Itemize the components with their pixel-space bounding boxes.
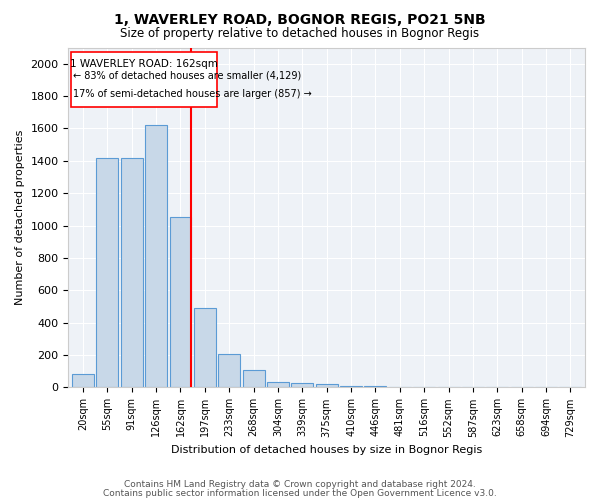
Y-axis label: Number of detached properties: Number of detached properties (15, 130, 25, 305)
Text: Contains public sector information licensed under the Open Government Licence v3: Contains public sector information licen… (103, 488, 497, 498)
Bar (194, 308, 216, 388)
Bar (218, 354, 240, 388)
Bar (170, 218, 191, 388)
Text: 1 WAVERLEY ROAD: 162sqm: 1 WAVERLEY ROAD: 162sqm (70, 60, 218, 70)
Text: Contains HM Land Registry data © Crown copyright and database right 2024.: Contains HM Land Registry data © Crown c… (124, 480, 476, 489)
Bar (389, 386, 411, 388)
Bar (242, 370, 265, 388)
Text: 1, WAVERLEY ROAD, BOGNOR REGIS, PO21 5NB: 1, WAVERLEY ROAD, BOGNOR REGIS, PO21 5NB (114, 12, 486, 26)
Text: Size of property relative to detached houses in Bognor Regis: Size of property relative to detached ho… (121, 28, 479, 40)
X-axis label: Distribution of detached houses by size in Bognor Regis: Distribution of detached houses by size … (171, 445, 482, 455)
Bar (316, 384, 338, 388)
Bar (72, 374, 94, 388)
Bar (364, 386, 386, 388)
Text: ← 83% of detached houses are smaller (4,129): ← 83% of detached houses are smaller (4,… (73, 70, 302, 80)
Bar (121, 158, 143, 388)
Bar (340, 386, 362, 388)
Text: 17% of semi-detached houses are larger (857) →: 17% of semi-detached houses are larger (… (73, 90, 312, 100)
Bar (97, 158, 118, 388)
Bar (145, 125, 167, 388)
Bar (267, 382, 289, 388)
Bar (292, 382, 313, 388)
FancyBboxPatch shape (71, 52, 217, 108)
Bar (413, 387, 435, 388)
